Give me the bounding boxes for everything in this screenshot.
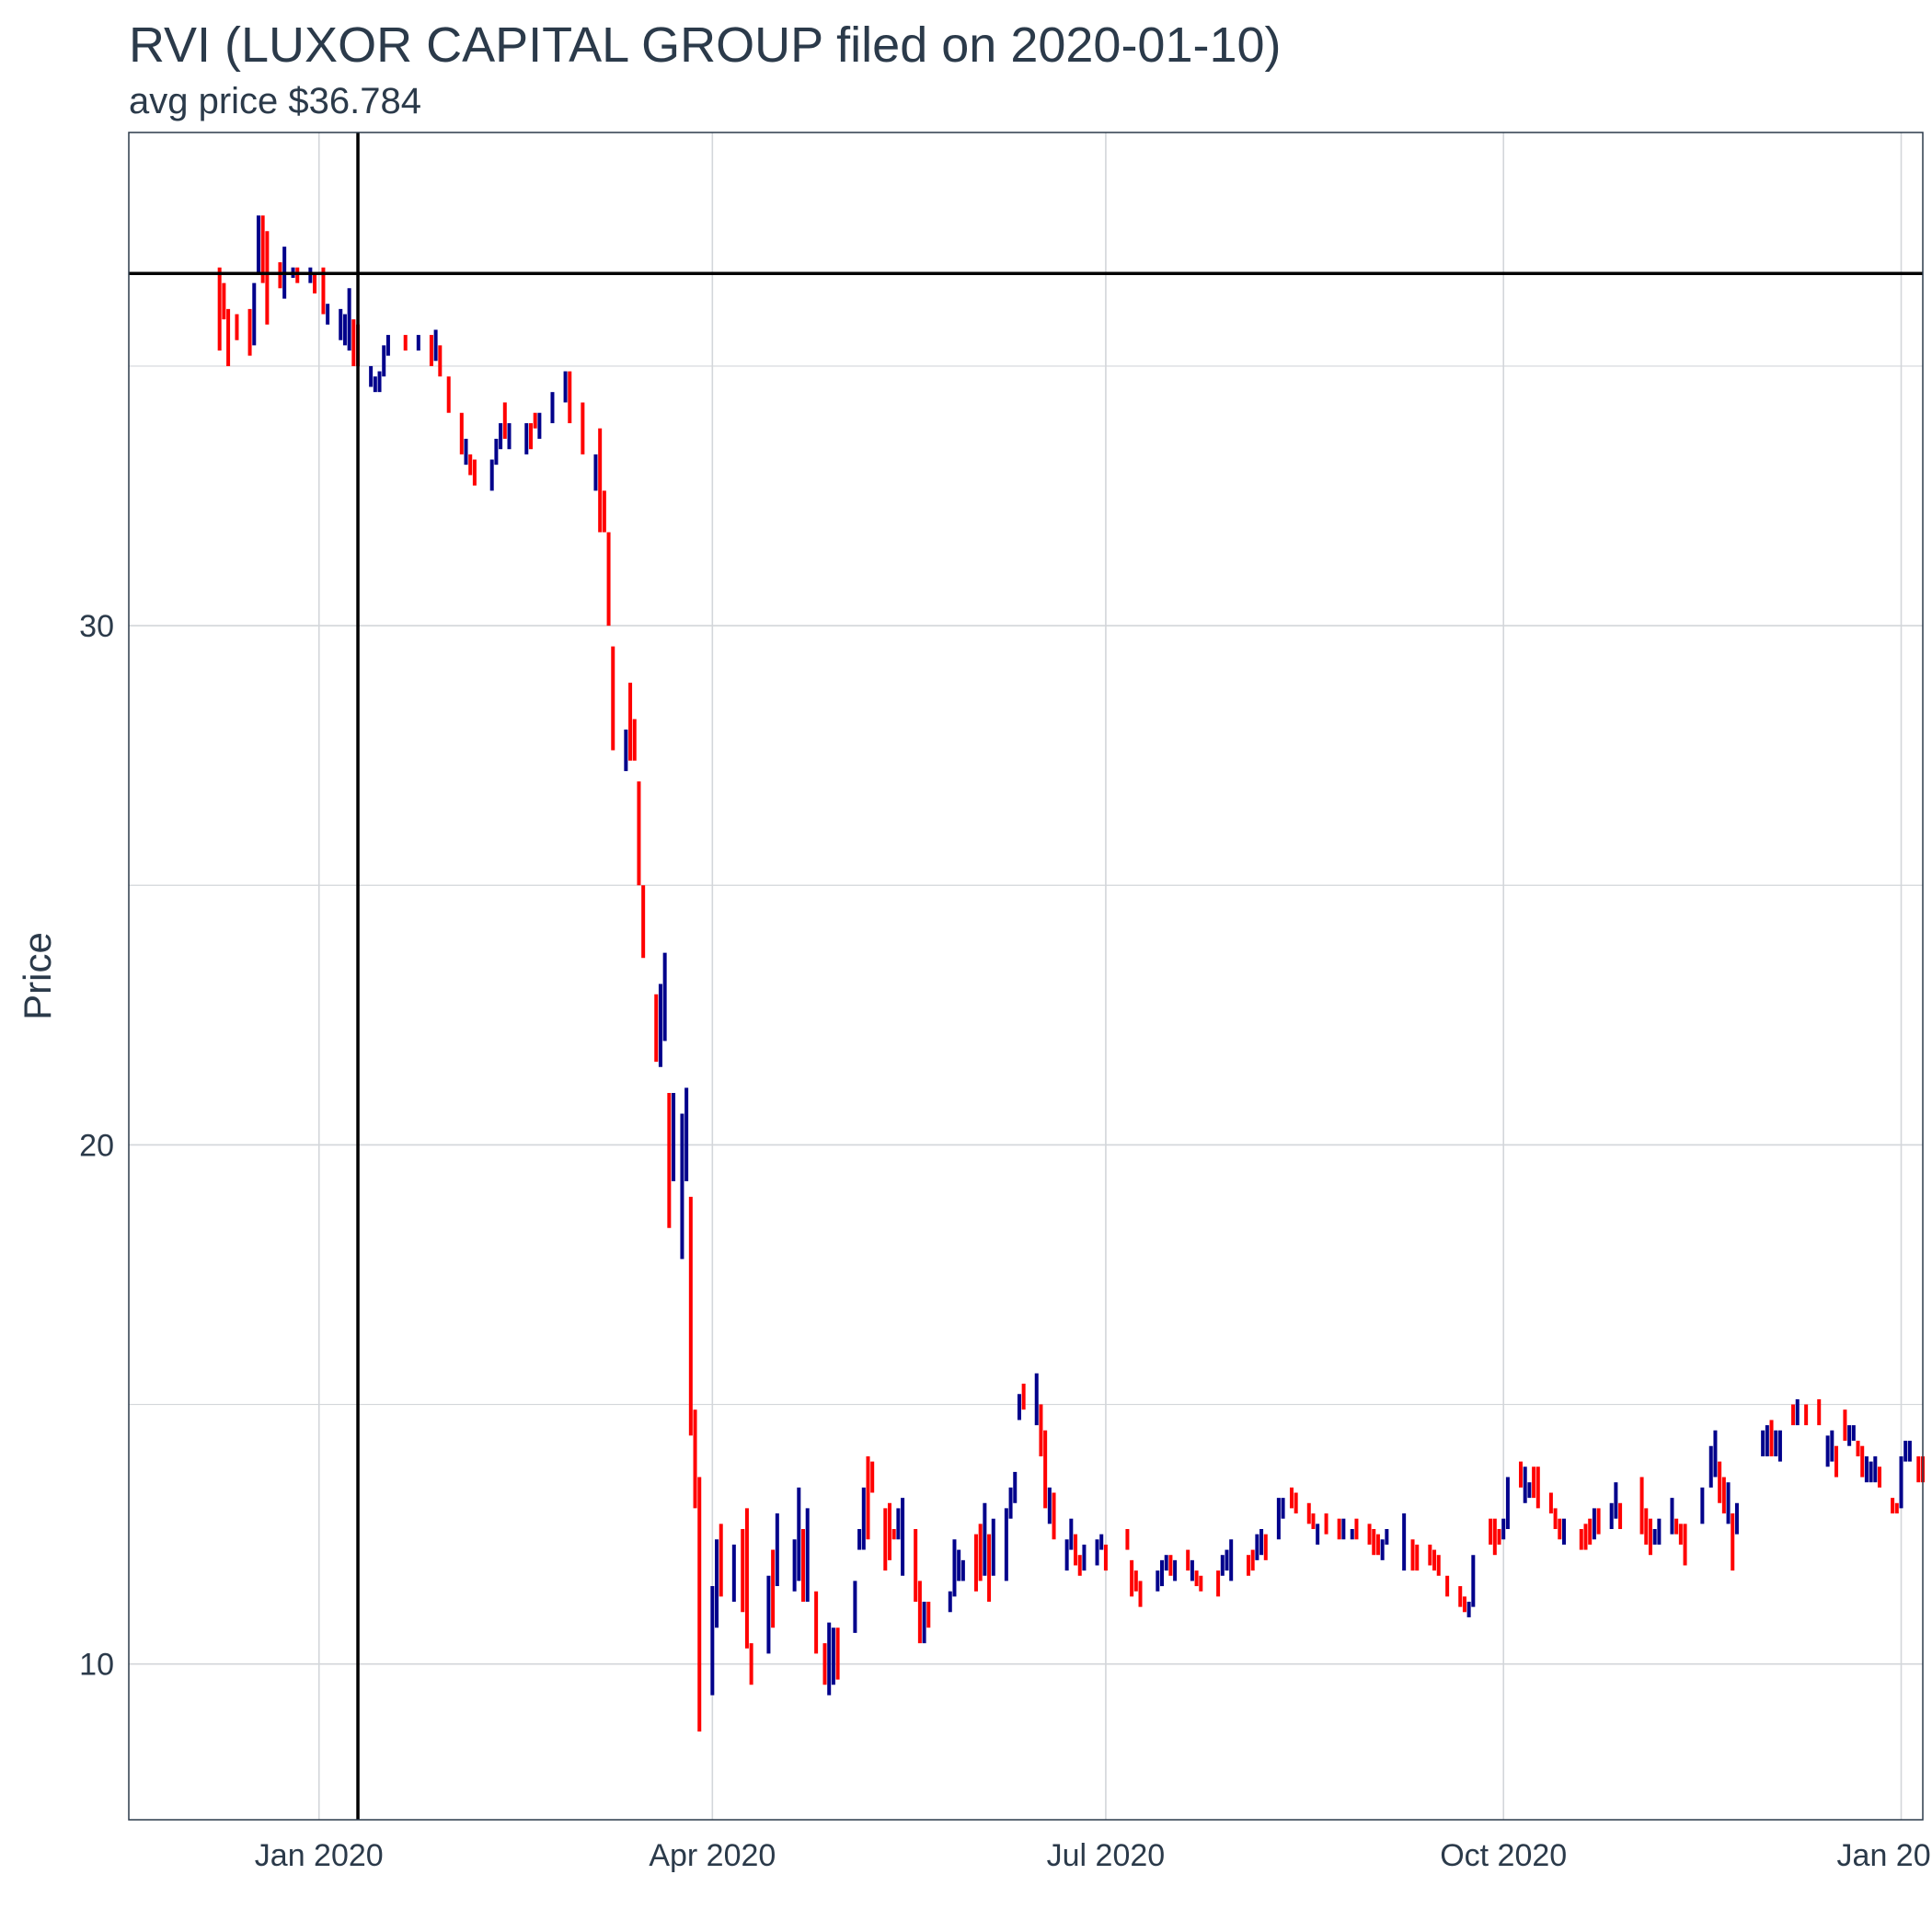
chart-title: RVI (LUXOR CAPITAL GROUP filed on 2020-0… [129,17,1282,73]
y-axis-label: Price [16,932,59,1020]
grid-lines [129,132,1923,1820]
y-axis-ticks: 10 20 30 [79,609,114,1683]
y-tick-label: 10 [79,1648,114,1683]
x-tick-label: Jan 2020 [255,1838,384,1873]
reference-lines [129,132,1923,1820]
chart-subtitle: avg price $36.784 [129,81,422,121]
y-tick-label: 20 [79,1128,114,1163]
x-tick-label: Oct 2020 [1440,1838,1567,1873]
y-tick-label: 30 [79,609,114,644]
x-tick-label: Jan 2021 [1837,1838,1932,1873]
x-axis-ticks: Jan 2020 Apr 2020 Jul 2020 Oct 2020 Jan 2021 [255,1838,1932,1873]
panel-border [128,132,1924,1821]
ohlc-bars [217,215,1925,1732]
x-tick-label: Jul 2020 [1047,1838,1166,1873]
x-tick-label: Apr 2020 [649,1838,776,1873]
